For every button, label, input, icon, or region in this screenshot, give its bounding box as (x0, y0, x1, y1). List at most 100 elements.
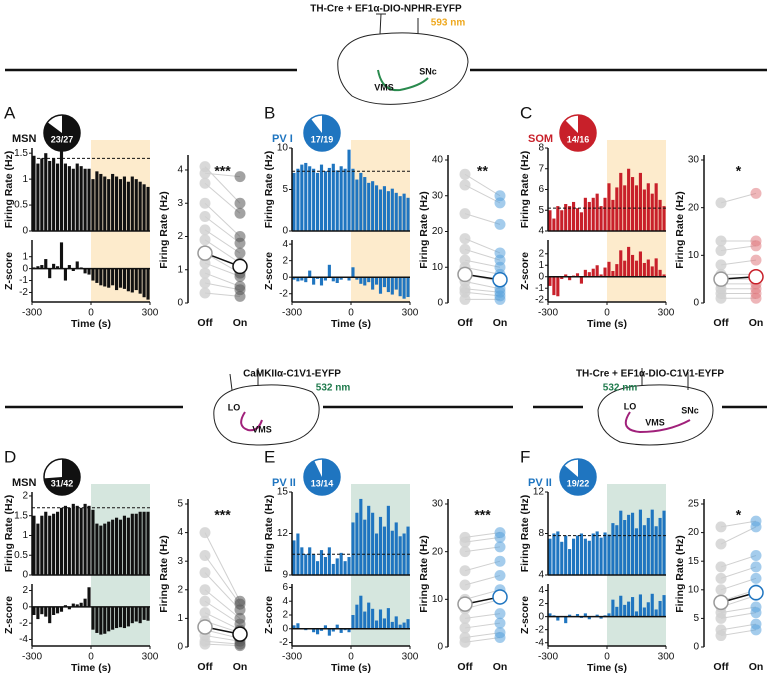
on-point (750, 187, 762, 199)
histogram-bar (611, 599, 615, 617)
y-tick-label: 30 (432, 190, 444, 201)
histogram-bar (52, 513, 56, 575)
histogram-bar (87, 268, 91, 275)
y-tick-label: 9 (282, 570, 288, 581)
off-point (199, 234, 211, 246)
y-tick-label: 1 (538, 260, 544, 271)
histogram-bar (386, 191, 390, 231)
histogram-bar (111, 173, 115, 231)
y-tick-label: 0 (693, 642, 699, 653)
histogram-bar (36, 606, 40, 620)
projection (377, 69, 429, 92)
histogram-bar (564, 616, 568, 624)
y-axis-label: Firing Rate (Hz) (158, 191, 170, 269)
histogram-bar (599, 206, 603, 231)
cell-type: PV II (528, 477, 552, 489)
histogram-bar (634, 260, 639, 277)
pair-line (720, 526, 757, 545)
panel-letter: C (520, 103, 532, 122)
histogram-bar (126, 606, 130, 627)
histogram-bar (107, 606, 111, 632)
histogram-bar (138, 268, 142, 294)
off-point (715, 197, 727, 209)
histogram-bar (83, 598, 87, 607)
pair-line (204, 612, 241, 631)
x-tick-label: -300 (538, 652, 558, 663)
y-tick-label: 0 (22, 226, 28, 237)
pair-line (204, 202, 241, 237)
x-axis-label: Time (s) (71, 318, 111, 330)
histogram-bar (300, 277, 304, 281)
pair-line (720, 259, 757, 266)
pie-label: 14/16 (567, 134, 590, 144)
pair-line (464, 184, 501, 204)
off-point (459, 612, 471, 624)
histogram-bar (359, 172, 363, 231)
y-tick-label: -2 (279, 637, 288, 648)
pie-label: 23/27 (51, 134, 74, 144)
y-tick-label: 2 (282, 610, 288, 621)
histogram-bar (367, 182, 371, 231)
histogram-bar (343, 561, 347, 575)
histogram-bar (398, 196, 402, 231)
y-tick-label: -1 (535, 283, 544, 294)
histogram-bar (40, 265, 44, 269)
y-tick-label: 0 (538, 271, 544, 282)
histogram-bar (650, 593, 654, 617)
histogram-bar (568, 614, 572, 617)
histogram-bar (134, 268, 138, 291)
histogram-bar (83, 503, 87, 575)
histogram-bar (331, 163, 335, 231)
y-tick-label: 2 (22, 585, 28, 596)
pair-line (720, 606, 757, 614)
cell-type: MSN (12, 477, 37, 489)
histogram-bar (382, 277, 386, 288)
histogram-bar (556, 616, 560, 621)
y-tick-label: 2 (282, 255, 288, 266)
pair-line (720, 623, 757, 631)
histogram-bar (378, 277, 383, 294)
histogram-bar (394, 277, 398, 290)
histogram-bar (32, 155, 36, 231)
histogram-bar (71, 503, 75, 575)
y-tick-label: 0 (177, 298, 183, 309)
histogram-bar (79, 507, 83, 575)
on-point (750, 607, 762, 619)
histogram-bar (579, 276, 583, 284)
off-point (199, 584, 211, 596)
histogram-bar (111, 606, 115, 630)
histogram-bar (575, 273, 580, 277)
histogram-bar (107, 179, 111, 231)
histogram-bar (40, 515, 44, 575)
histogram-bar (611, 523, 615, 575)
significance: * (736, 507, 742, 523)
histogram-bar (67, 265, 71, 269)
histogram-bar (568, 276, 572, 281)
histogram-bar (59, 606, 64, 612)
histogram-bar (48, 160, 52, 231)
histogram-bar (107, 268, 111, 288)
histogram-bar (355, 277, 359, 280)
histogram-bar (335, 170, 339, 231)
histogram-bar (646, 259, 650, 277)
histogram-bar (548, 276, 552, 286)
y-axis-label: Firing Rate (Hz) (674, 535, 686, 613)
histogram-bar (75, 505, 79, 575)
on-point (494, 608, 506, 620)
histogram-bar (56, 266, 60, 269)
cell-type: PV I (272, 133, 293, 145)
histogram-bar (390, 530, 394, 575)
x-tick-label: Off (713, 317, 729, 329)
y-axis-label: Firing Rate (Hz) (519, 151, 531, 229)
off-point (199, 277, 211, 289)
y-tick-label: 4 (538, 585, 544, 596)
histogram-bar (142, 184, 146, 231)
off-point (199, 167, 211, 179)
header-lines (5, 68, 767, 409)
histogram-bar (63, 268, 67, 281)
y-tick-label: 1 (22, 530, 28, 541)
histogram-bar (382, 618, 386, 629)
histogram-bar (627, 514, 631, 575)
histogram-bar (319, 550, 324, 575)
